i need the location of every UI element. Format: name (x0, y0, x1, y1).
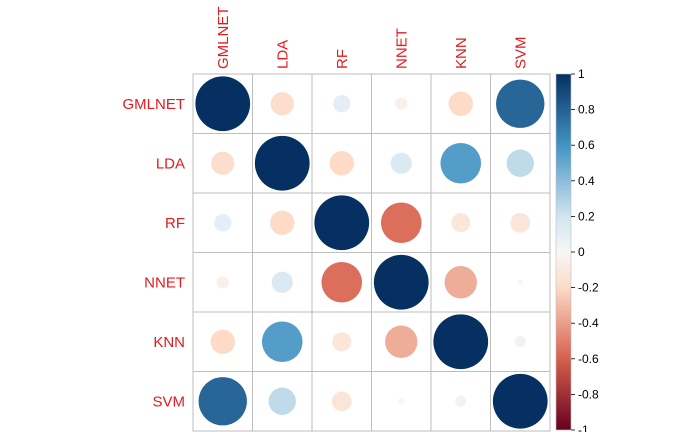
legend-tick-label: 0.6 (578, 138, 595, 152)
correlation-circle-gmlnet-gmlnet (195, 76, 251, 132)
correlation-circle-knn-nnet (385, 325, 418, 358)
row-label-knn: KNN (153, 334, 185, 351)
row-label-svm: SVM (152, 393, 185, 410)
correlation-circle-svm-nnet (398, 398, 404, 404)
legend-tick-label: -0.6 (578, 352, 599, 366)
correlation-circle-rf-knn (451, 213, 471, 233)
column-label-gmlnet: GMLNET (215, 6, 232, 69)
correlation-circle-rf-nnet (380, 202, 422, 244)
row-label-nnet: NNET (144, 274, 185, 291)
legend-color-bar (555, 73, 572, 431)
correlation-circle-nnet-gmlnet (216, 276, 229, 289)
column-label-svm: SVM (512, 36, 529, 69)
correlation-circle-nnet-knn (444, 266, 477, 299)
correlation-circle-svm-rf (331, 391, 352, 412)
grid-cell (490, 371, 551, 432)
correlation-circle-gmlnet-svm (496, 79, 545, 128)
correlation-circle-nnet-svm (517, 279, 523, 285)
correlation-circle-nnet-lda (271, 271, 293, 293)
correlation-circle-rf-svm (510, 212, 531, 233)
row-labels: GMLNET LDA RF NNET KNN SVM (122, 96, 185, 411)
correlation-circle-lda-rf (329, 151, 354, 176)
column-label-lda: LDA (274, 40, 291, 69)
correlation-circle-knn-gmlnet (210, 329, 235, 354)
column-label-knn: KNN (453, 37, 470, 69)
correlation-circle-lda-nnet (390, 152, 412, 174)
correlation-circle-gmlnet-knn (448, 91, 473, 116)
correlation-circle-rf-lda (270, 210, 295, 235)
correlation-circle-gmlnet-nnet (395, 97, 408, 110)
correlation-circle-lda-knn (440, 142, 482, 184)
correlation-circle-knn-lda (261, 321, 303, 363)
column-label-rf: RF (334, 49, 351, 69)
legend-tick-label: -0.2 (578, 281, 599, 295)
row-label-gmlnet: GMLNET (122, 96, 185, 113)
legend-tick-label: -0.8 (578, 387, 599, 401)
row-label-lda: LDA (156, 155, 185, 172)
correlation-circle-svm-svm (492, 373, 548, 429)
correlation-circle-svm-gmlnet (198, 377, 247, 426)
correlation-circle-nnet-nnet (373, 254, 429, 310)
correlation-circle-svm-lda (268, 387, 296, 415)
correlation-circle-lda-gmlnet (211, 151, 235, 175)
color-legend: 1 0.8 0.6 0.4 0.2 0 -0.2 -0.4 -0.6 -0.8 -1 (555, 67, 599, 432)
row-label-rf: RF (165, 215, 185, 232)
grid-layer (192, 73, 551, 432)
correlation-circle-knn-knn (433, 314, 489, 370)
legend-tick-label: 0.4 (578, 174, 595, 188)
correlation-circle-knn-rf (332, 332, 352, 352)
correlation-circle-knn-svm (514, 336, 526, 348)
column-label-nnet: NNET (393, 28, 410, 69)
legend-tick-label: -0.4 (578, 316, 599, 330)
correlation-circle-svm-knn (455, 395, 467, 407)
correlation-circle-lda-lda (254, 135, 310, 191)
correlation-circle-lda-svm (506, 149, 534, 177)
legend-tick-label: 0 (578, 245, 585, 259)
legend-tick-label: 1 (578, 67, 585, 81)
legend-tick-label: 0.8 (578, 103, 595, 117)
correlation-circle-gmlnet-lda (270, 92, 294, 116)
correlation-circle-nnet-rf (321, 261, 363, 303)
circle-layer (195, 76, 548, 429)
legend-tick-label: -1 (578, 423, 589, 432)
column-labels: GMLNET LDA RF NNET KNN SVM (215, 6, 530, 69)
correlation-circle-rf-rf (314, 195, 370, 251)
legend-tick-label: 0.2 (578, 209, 595, 223)
correlation-circle-rf-gmlnet (214, 214, 232, 232)
correlation-circle-gmlnet-rf (333, 95, 351, 113)
